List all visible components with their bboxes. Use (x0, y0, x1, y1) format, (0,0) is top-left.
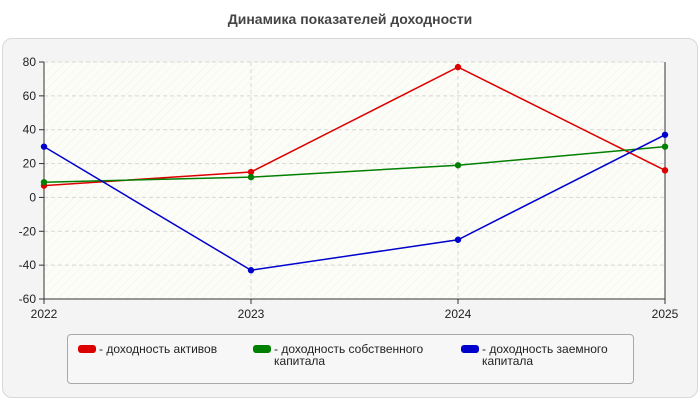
y-tick-label: 0 (29, 190, 36, 204)
series-point-1 (40, 178, 48, 186)
legend-item-assets: - доходность активов (78, 343, 249, 355)
series-line-2 (43, 134, 666, 272)
legend-item-equity: - доходность собственного капитала (253, 343, 434, 367)
y-tick-label: 60 (23, 89, 37, 103)
legend-swatch-borrowed (461, 345, 479, 353)
series-line-0 (43, 66, 666, 187)
x-tick-label: 2024 (445, 307, 472, 321)
series-point-0 (454, 63, 462, 71)
series-point-2 (247, 267, 255, 274)
chart-legend: - доходность активов - доходность собств… (67, 334, 634, 384)
y-tick-label: -40 (19, 258, 37, 272)
series-point-2 (661, 131, 669, 138)
series-point-1 (454, 162, 462, 169)
legend-item-borrowed: - доходность заемного капитала (461, 343, 632, 367)
y-tick-label: 80 (23, 55, 37, 69)
y-tick-label: 40 (23, 123, 37, 137)
series-line-1 (43, 145, 666, 183)
chart-title: Динамика показателей доходности (227, 11, 473, 27)
series-point-2 (454, 236, 462, 243)
y-tick-label: 20 (23, 157, 37, 171)
series-point-0 (661, 167, 669, 174)
legend-swatch-equity (253, 345, 271, 353)
series-point-1 (661, 143, 669, 150)
x-tick-label: 2025 (652, 307, 679, 321)
legend-label-borrowed: - доходность заемного капитала (482, 342, 608, 368)
series-point-2 (40, 143, 48, 150)
x-tick-label: 2022 (31, 307, 58, 321)
y-tick-label: -60 (19, 292, 37, 306)
legend-label-equity: - доходность собственного капитала (274, 342, 424, 368)
x-tick-label: 2023 (238, 307, 265, 321)
series-point-1 (247, 173, 255, 181)
legend-label-assets: - доходность активов (99, 342, 218, 356)
plot-area (44, 62, 665, 299)
y-tick-label: -20 (19, 224, 37, 238)
series-point-0 (247, 168, 255, 176)
legend-swatch-assets (78, 345, 96, 353)
